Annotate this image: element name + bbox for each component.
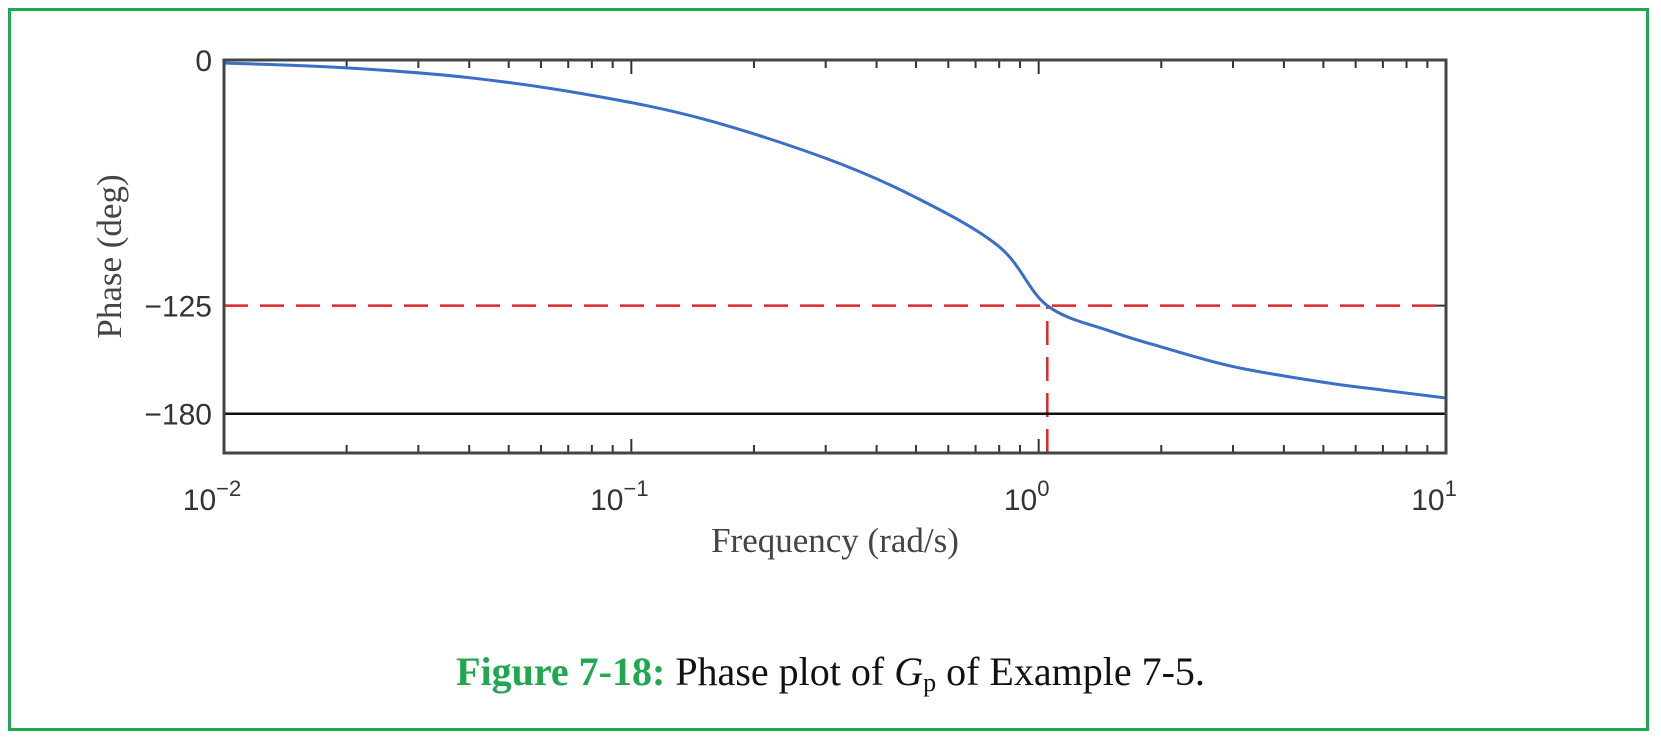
x-tick-label: 10−1	[590, 476, 648, 517]
y-tick-label: −125	[144, 291, 212, 324]
x-tick-label: 101	[1411, 476, 1457, 517]
x-tick-label: 10−2	[183, 476, 241, 517]
y-tick-label: −180	[144, 399, 212, 432]
caption-symbol: G	[894, 649, 924, 694]
phase-curve	[223, 61, 1447, 400]
caption-subscript: p	[923, 668, 937, 697]
phase-plot: 0 −125 −180 10−2 10−1 100 101 Frequency (rad/s)…	[90, 45, 1457, 560]
x-axis-label: Frequency (rad/s)	[711, 521, 959, 560]
figure-caption: Figure 7-18: Phase plot of Gp of Example…	[0, 648, 1661, 698]
figure-frame	[8, 8, 1649, 731]
x-tick-label: 100	[1004, 476, 1050, 517]
plot-area-border	[222, 58, 1448, 455]
caption-text-before: Phase plot of	[665, 649, 895, 694]
caption-text-after: of Example 7-5.	[936, 649, 1205, 694]
y-axis-label: Phase (deg)	[90, 174, 129, 338]
figure-label: Figure 7-18:	[456, 649, 666, 694]
y-tick-label: 0	[195, 45, 212, 78]
